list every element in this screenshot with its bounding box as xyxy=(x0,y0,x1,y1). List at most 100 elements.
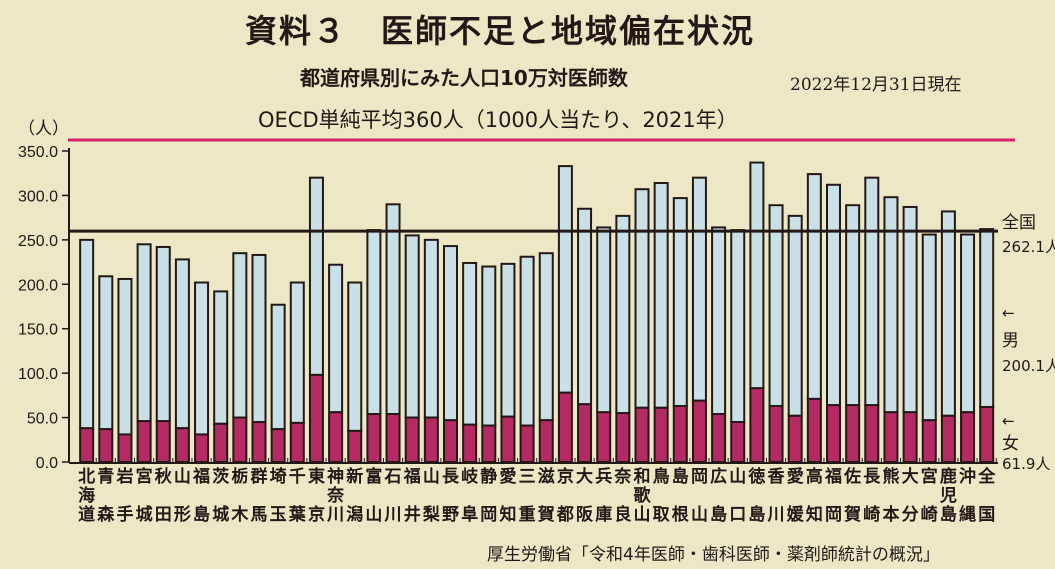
x-tick-label: 愛 xyxy=(787,466,804,487)
x-tick-label: 川 xyxy=(767,505,785,525)
x-tick-label: 国 xyxy=(978,505,995,525)
x-tick-label: 長 xyxy=(442,467,460,487)
bar-male xyxy=(347,281,363,432)
bar-male xyxy=(270,303,286,431)
x-tick-label: 高 xyxy=(806,466,823,487)
x-tick-label: 福 xyxy=(192,466,210,487)
x-tick-label: 岡 xyxy=(691,467,708,487)
bar-male xyxy=(462,261,478,426)
x-tick-label: 山 xyxy=(634,505,651,525)
x-tick-label: 城 xyxy=(212,505,229,525)
x-tick-label: 埼 xyxy=(270,466,287,487)
male-arrow: ← xyxy=(1002,304,1015,322)
x-tick-label: 岡 xyxy=(480,505,497,525)
x-tick-label: 葉 xyxy=(288,504,307,525)
bar-female xyxy=(155,420,171,463)
x-tick-label: 佐 xyxy=(843,466,861,487)
x-tick-label: 城 xyxy=(136,505,153,525)
x-tick-label: 崎 xyxy=(863,504,880,525)
bar-male xyxy=(979,228,995,408)
bar-female xyxy=(270,428,286,464)
bar-female xyxy=(251,421,267,463)
x-tick-label: 鹿 xyxy=(940,466,957,487)
bar-male xyxy=(136,243,152,423)
bar-male xyxy=(749,161,765,390)
bar-male xyxy=(653,181,669,409)
x-tick-label: 茨 xyxy=(212,466,229,487)
x-tick-label: 潟 xyxy=(346,504,363,525)
x-tick-label: 沖 xyxy=(959,466,976,487)
x-tick-label: 三 xyxy=(519,467,536,487)
x-tick-label: 島 xyxy=(672,466,689,487)
x-tick-label: 都 xyxy=(556,504,574,525)
bar-male xyxy=(79,238,95,430)
x-tick-label: 森 xyxy=(97,504,115,525)
x-tick-label: 形 xyxy=(174,504,191,525)
bar-female xyxy=(806,397,822,464)
oecd-line-label: OECD単純平均360人（1000人当たり、2021年） xyxy=(258,108,738,132)
y-tick-label: 50.0 xyxy=(27,411,58,428)
bar-female xyxy=(98,428,114,464)
x-tick-label: 宮 xyxy=(136,466,153,487)
x-tick-label: 神 xyxy=(327,466,344,487)
bar-female xyxy=(653,406,669,464)
bar-female xyxy=(615,412,631,463)
bar-female xyxy=(672,405,688,463)
bar-female xyxy=(691,399,707,463)
source-note: 厚生労働省「令和4年医師・歯科医師・薬剤師統計の概況」 xyxy=(487,545,940,565)
x-tick-label: 口 xyxy=(729,505,746,525)
x-tick-label: 島 xyxy=(748,504,765,525)
female-arrow: ← xyxy=(1002,412,1015,430)
x-tick-label: 崎 xyxy=(921,504,938,525)
bar-male xyxy=(864,176,880,407)
x-tick-label: 知 xyxy=(498,504,516,525)
x-tick-label: 群 xyxy=(251,466,268,487)
x-tick-label: 静 xyxy=(480,466,497,487)
x-tick-label: 田 xyxy=(155,505,172,525)
bar-female xyxy=(404,416,420,464)
bar-male xyxy=(730,229,746,424)
bar-female xyxy=(557,391,573,464)
bar-female xyxy=(174,427,190,463)
bar-female xyxy=(500,415,516,464)
x-tick-label: 全 xyxy=(977,466,996,487)
bar-male xyxy=(366,229,382,416)
bar-male xyxy=(98,275,114,431)
x-tick-label: 児 xyxy=(939,486,957,506)
x-tick-label: 宮 xyxy=(921,466,938,487)
x-tick-label: 福 xyxy=(403,466,421,487)
x-tick-label: 熊 xyxy=(882,466,899,487)
bar-female xyxy=(213,422,229,464)
bar-male xyxy=(845,204,861,407)
bar-male xyxy=(194,281,210,436)
bar-female xyxy=(768,405,784,463)
bar-male xyxy=(557,165,573,394)
bar-male xyxy=(328,263,344,414)
x-tick-label: 東 xyxy=(308,466,325,487)
bar-male xyxy=(596,226,612,414)
bar-female xyxy=(117,433,133,463)
bar-male xyxy=(519,255,535,427)
bar-female xyxy=(136,420,152,463)
bar-female xyxy=(960,411,976,463)
bar-female xyxy=(730,421,746,463)
legend-male-value: 200.1人 xyxy=(1002,357,1055,375)
bar-male xyxy=(251,253,267,424)
x-tick-label: 山 xyxy=(365,505,382,525)
x-tick-label: 福 xyxy=(824,466,842,487)
y-tick-label: 200.0 xyxy=(18,277,58,294)
x-tick-label: 千 xyxy=(289,467,306,487)
bar-female xyxy=(538,419,554,464)
y-tick-label: 100.0 xyxy=(18,366,58,383)
bar-female xyxy=(979,405,995,464)
bar-male xyxy=(940,210,956,417)
x-tick-label: 山 xyxy=(423,467,440,487)
x-tick-label: 山 xyxy=(174,467,191,487)
x-tick-label: 重 xyxy=(519,504,536,525)
bar-male xyxy=(883,196,899,414)
bar-male xyxy=(768,204,784,408)
bar-male xyxy=(443,245,458,422)
y-tick-label: 150.0 xyxy=(18,322,58,339)
x-tick-label: 島 xyxy=(940,504,957,525)
